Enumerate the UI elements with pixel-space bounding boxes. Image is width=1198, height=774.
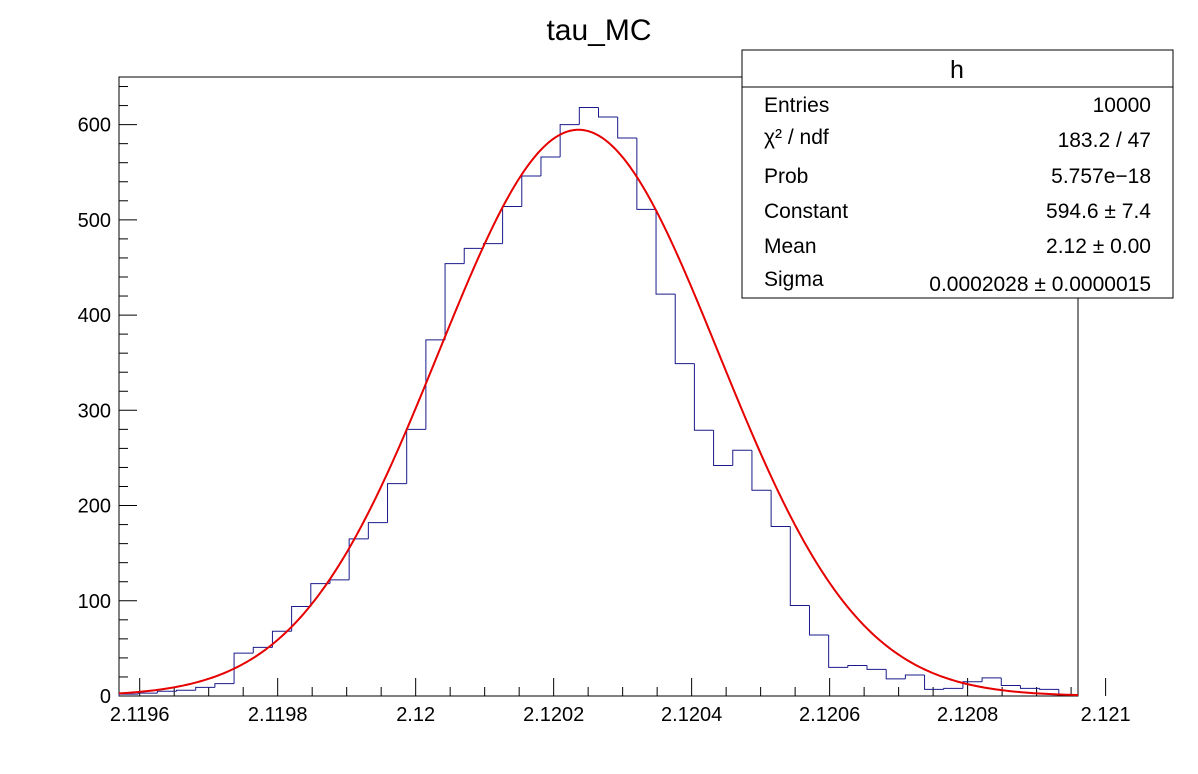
stats-box-frame bbox=[741, 49, 1174, 299]
x-tick-label: 2.121 bbox=[1081, 704, 1131, 726]
stats-value-constant: 594.6 ± 7.4 bbox=[1046, 200, 1151, 223]
histogram-bin bbox=[924, 675, 944, 690]
histogram-bin bbox=[885, 669, 906, 680]
y-tick-label: 400 bbox=[78, 305, 111, 327]
stats-label-prob: Prob bbox=[764, 165, 808, 188]
gaussian-fit-curve bbox=[118, 128, 1079, 697]
x-tick-label: 2.1202 bbox=[523, 704, 584, 726]
histogram-bin bbox=[156, 690, 177, 694]
stats-value-prob: 5.757e−18 bbox=[1051, 165, 1151, 188]
histogram-bin bbox=[981, 677, 1002, 682]
histogram-bin bbox=[789, 526, 810, 607]
histogram-bin bbox=[310, 583, 330, 607]
histogram-bin bbox=[904, 674, 925, 679]
histogram-bin bbox=[387, 483, 407, 523]
histogram-bin bbox=[559, 124, 580, 157]
x-tick-label: 2.1204 bbox=[661, 704, 722, 726]
histogram-series bbox=[118, 106, 1078, 696]
y-tick-label: 500 bbox=[78, 210, 111, 232]
stats-label-entries: Entries bbox=[764, 94, 829, 117]
stats-box-name: h bbox=[950, 56, 964, 84]
histogram-bin bbox=[578, 106, 599, 125]
x-tick-label: 2.12 bbox=[396, 704, 435, 726]
stats-label-mean: Mean bbox=[764, 235, 817, 258]
histogram-bin bbox=[655, 209, 676, 295]
histogram-bin bbox=[367, 522, 388, 539]
histogram-bin bbox=[444, 263, 465, 340]
histogram-bin bbox=[1000, 677, 1021, 687]
histogram-bin bbox=[674, 294, 695, 365]
x-tick-label: 2.1206 bbox=[799, 704, 860, 726]
stats-label-sigma: Sigma bbox=[764, 268, 824, 291]
histogram-bin bbox=[214, 683, 235, 688]
y-tick-label: 200 bbox=[78, 496, 111, 518]
histogram-bin bbox=[962, 681, 983, 689]
histogram-bin bbox=[425, 339, 446, 430]
histogram-bin bbox=[770, 490, 791, 527]
histogram-bin bbox=[732, 449, 752, 466]
stats-box: h Entries 10000 χ² / ndf 183.2 / 47 Prob… bbox=[741, 49, 1174, 299]
stats-value-mean: 2.12 ± 0.00 bbox=[1046, 235, 1151, 258]
histogram-bin bbox=[713, 430, 733, 467]
histogram-bin bbox=[291, 605, 311, 632]
stats-value-chi2: 183.2 / 47 bbox=[1058, 129, 1151, 152]
histogram-bin bbox=[828, 635, 848, 668]
histogram-bin bbox=[943, 687, 963, 690]
histogram-bin bbox=[866, 665, 887, 670]
y-tick-label: 0 bbox=[100, 686, 111, 708]
histogram-bin bbox=[271, 630, 292, 648]
histogram-bin bbox=[463, 247, 484, 264]
x-axis: 2.1196 2.1198 2.12 2.1202 2.1204 2.1206 2.1208… bbox=[110, 678, 1131, 726]
stats-label-chi2: χ² / ndf bbox=[764, 126, 829, 149]
histogram-bin bbox=[808, 605, 829, 636]
histogram-bin bbox=[1019, 685, 1040, 689]
y-tick-label: 100 bbox=[78, 591, 111, 613]
x-tick-label: 2.1198 bbox=[248, 704, 308, 726]
histogram-bin bbox=[348, 538, 369, 580]
histogram-bin bbox=[847, 665, 868, 668]
histogram-bin bbox=[252, 646, 273, 654]
histogram-bin bbox=[693, 363, 714, 431]
histogram-bin bbox=[137, 692, 158, 695]
chart-title: tau_MC bbox=[546, 14, 651, 47]
y-tick-label: 600 bbox=[78, 115, 111, 137]
y-axis: 0 100 200 300 400 500 600 bbox=[78, 86, 137, 708]
histogram-bin bbox=[598, 107, 618, 118]
histogram-bin bbox=[617, 117, 637, 139]
y-tick-label: 300 bbox=[78, 400, 111, 422]
histogram-bin bbox=[195, 686, 215, 691]
histogram-bin bbox=[751, 450, 772, 491]
stats-value-entries: 10000 bbox=[1093, 94, 1151, 117]
histogram-bin bbox=[540, 156, 561, 177]
histogram-bin bbox=[176, 689, 196, 692]
histogram-bin bbox=[1039, 688, 1059, 690]
plot-frame bbox=[118, 76, 1079, 697]
stats-label-constant: Constant bbox=[764, 200, 848, 223]
stats-value-sigma: 0.0002028 ± 0.0000015 bbox=[929, 273, 1151, 296]
histogram-bin bbox=[233, 652, 254, 684]
histogram-bin bbox=[118, 693, 139, 696]
histogram-bin bbox=[636, 137, 657, 210]
x-tick-label: 2.1196 bbox=[110, 704, 170, 726]
x-tick-label: 2.1208 bbox=[937, 704, 998, 726]
